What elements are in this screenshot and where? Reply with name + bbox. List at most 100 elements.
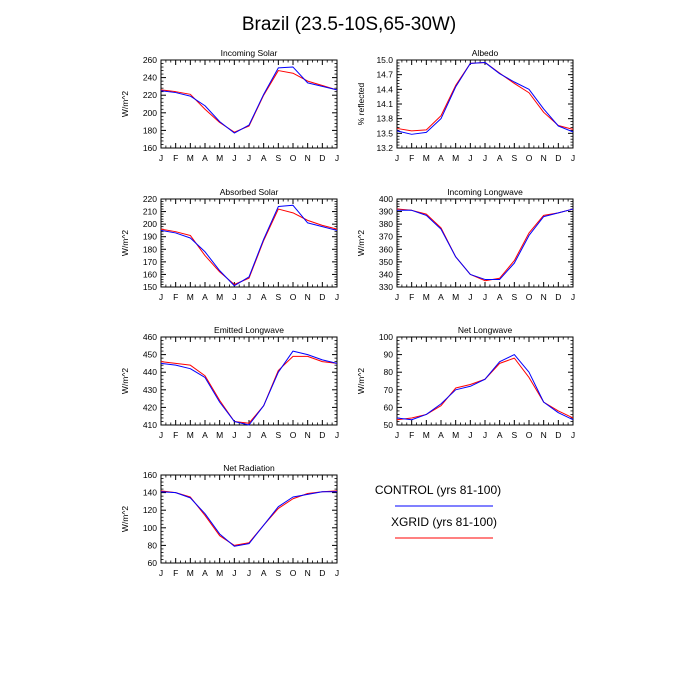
x-tick-label: A	[497, 153, 503, 163]
x-tick-label: J	[571, 292, 575, 302]
x-tick-label: J	[232, 292, 236, 302]
y-tick-label: 100	[379, 332, 393, 342]
legend-item: XGRID (yrs 81-100)	[391, 515, 497, 539]
y-axis-label: W/m^2	[120, 91, 130, 117]
y-tick-label: 200	[143, 219, 157, 229]
x-tick-label: N	[541, 292, 547, 302]
x-tick-label: J	[395, 430, 399, 440]
chart-title: Incoming Solar	[221, 48, 278, 58]
x-tick-label: J	[335, 430, 339, 440]
series-line-xgrid	[160, 490, 338, 546]
x-tick-label: O	[290, 568, 297, 578]
x-tick-label: D	[319, 568, 325, 578]
x-tick-label: M	[187, 430, 194, 440]
y-tick-label: 170	[143, 257, 157, 267]
x-tick-label: J	[335, 153, 339, 163]
y-tick-label: 210	[143, 207, 157, 217]
chart-title: Albedo	[472, 48, 499, 58]
x-tick-label: J	[232, 430, 236, 440]
series-line-xgrid	[396, 357, 574, 421]
x-tick-label: A	[261, 292, 267, 302]
y-tick-label: 13.5	[376, 128, 393, 138]
x-tick-label: M	[216, 292, 223, 302]
y-tick-label: 220	[143, 90, 157, 100]
chart-title: Incoming Longwave	[447, 187, 523, 197]
y-axis-label: W/m^2	[120, 368, 130, 394]
y-tick-label: 200	[143, 108, 157, 118]
y-tick-label: 120	[143, 505, 157, 515]
series-line-control	[160, 350, 338, 426]
y-tick-label: 140	[143, 488, 157, 498]
x-tick-label: D	[555, 292, 561, 302]
x-tick-label: A	[261, 430, 267, 440]
plot-frame	[160, 336, 338, 426]
series-line-xgrid	[160, 70, 338, 133]
x-tick-label: A	[497, 430, 503, 440]
y-tick-label: 160	[143, 143, 157, 153]
x-tick-label: A	[261, 568, 267, 578]
x-tick-label: S	[511, 153, 517, 163]
y-axis-label: % reflected	[356, 82, 366, 125]
x-tick-label: S	[275, 568, 281, 578]
y-tick-label: 80	[384, 367, 394, 377]
plot-frame	[160, 198, 338, 288]
y-tick-label: 450	[143, 350, 157, 360]
x-tick-label: F	[409, 292, 414, 302]
y-axis-label: W/m^2	[356, 230, 366, 256]
x-tick-label: O	[526, 430, 533, 440]
y-tick-label: 180	[143, 244, 157, 254]
x-tick-label: J	[483, 153, 487, 163]
x-tick-label: O	[290, 292, 297, 302]
legend-item: CONTROL (yrs 81-100)	[375, 483, 501, 507]
y-tick-label: 160	[143, 470, 157, 480]
y-tick-label: 100	[143, 523, 157, 533]
plot-frame	[160, 474, 338, 564]
y-tick-label: 14.4	[376, 84, 393, 94]
x-tick-label: F	[173, 568, 178, 578]
y-tick-label: 220	[143, 194, 157, 204]
x-tick-label: J	[159, 153, 163, 163]
series-line-xgrid	[396, 61, 574, 132]
x-tick-label: F	[173, 292, 178, 302]
x-tick-label: J	[395, 153, 399, 163]
x-tick-label: J	[247, 292, 251, 302]
x-tick-label: A	[202, 568, 208, 578]
series-line-control	[160, 491, 337, 547]
x-tick-label: O	[526, 292, 533, 302]
y-tick-label: 15.0	[376, 55, 393, 65]
x-tick-label: J	[159, 568, 163, 578]
chart-title: Net Longwave	[458, 325, 513, 335]
y-tick-label: 180	[143, 125, 157, 135]
series-line-xgrid	[160, 355, 338, 424]
x-tick-label: F	[173, 153, 178, 163]
x-tick-label: N	[305, 153, 311, 163]
y-tick-label: 440	[143, 367, 157, 377]
x-tick-label: J	[159, 292, 163, 302]
x-tick-label: S	[511, 430, 517, 440]
x-tick-label: N	[305, 430, 311, 440]
x-tick-label: D	[319, 292, 325, 302]
x-tick-label: F	[409, 430, 414, 440]
x-tick-label: M	[452, 292, 459, 302]
x-tick-label: M	[187, 568, 194, 578]
x-tick-label: M	[423, 153, 430, 163]
y-tick-label: 14.1	[376, 99, 393, 109]
x-tick-label: D	[555, 153, 561, 163]
y-tick-label: 420	[143, 402, 157, 412]
x-tick-label: J	[468, 430, 472, 440]
x-tick-label: M	[452, 153, 459, 163]
x-tick-label: S	[275, 292, 281, 302]
x-tick-label: S	[511, 292, 517, 302]
figure-title: Brazil (23.5-10S,65-30W)	[242, 14, 456, 35]
x-tick-label: A	[202, 153, 208, 163]
series-line-xgrid	[160, 208, 338, 285]
x-tick-label: J	[232, 568, 236, 578]
x-tick-label: A	[261, 153, 267, 163]
chart-title: Emitted Longwave	[214, 325, 284, 335]
x-tick-label: A	[438, 292, 444, 302]
